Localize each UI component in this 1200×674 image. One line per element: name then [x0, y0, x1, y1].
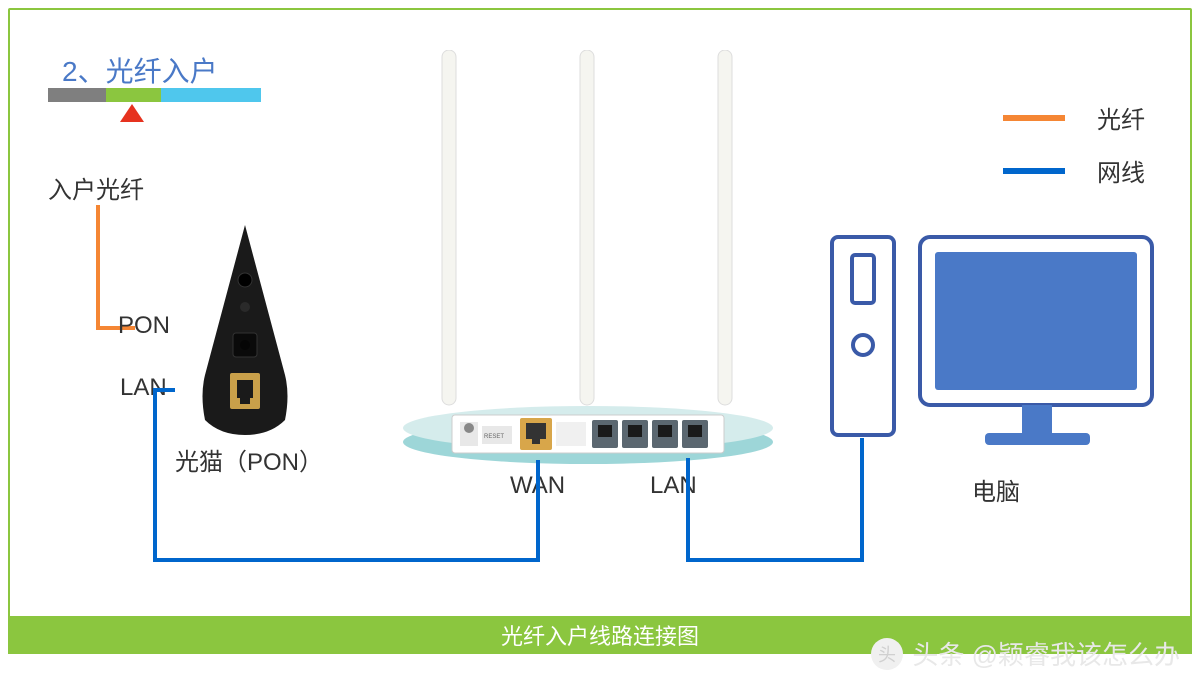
legend-swatch-ethernet — [1003, 168, 1065, 174]
pon-port-label: PON — [118, 312, 170, 340]
legend-row-fiber: 光纤 — [1003, 100, 1145, 135]
selector-bar — [48, 88, 261, 102]
page-title: 2、光纤入户 — [62, 50, 218, 90]
svg-text:头: 头 — [878, 645, 896, 665]
modem-device — [190, 225, 300, 440]
watermark-text: 头条 @颖睿我该怎么办 — [912, 635, 1180, 672]
lan-port-label: LAN — [120, 374, 167, 402]
wan-label: WAN — [510, 472, 565, 500]
selector-seg-0 — [48, 88, 106, 102]
legend-row-ethernet: 网线 — [1003, 153, 1145, 188]
svg-text:RESET: RESET — [484, 434, 504, 440]
computer-device — [830, 235, 1160, 465]
legend: 光纤 网线 — [1003, 100, 1145, 188]
watermark-icon: 头 — [870, 637, 904, 671]
modem-name-label: 光猫（PON） — [175, 442, 323, 477]
legend-label-fiber: 光纤 — [1097, 100, 1145, 135]
watermark: 头 头条 @颖睿我该怎么办 — [870, 635, 1180, 672]
legend-swatch-fiber — [1003, 115, 1065, 121]
selector-seg-2 — [161, 88, 261, 102]
lan-label: LAN — [650, 472, 697, 500]
footer-text: 光纤入户线路连接图 — [501, 619, 699, 651]
selector-pointer — [120, 104, 144, 122]
legend-label-ethernet: 网线 — [1097, 153, 1145, 188]
selector-seg-1 — [106, 88, 161, 102]
incoming-fiber-label: 入户光纤 — [48, 170, 144, 205]
router-device: RESET — [400, 50, 780, 470]
computer-label: 电脑 — [972, 472, 1020, 507]
